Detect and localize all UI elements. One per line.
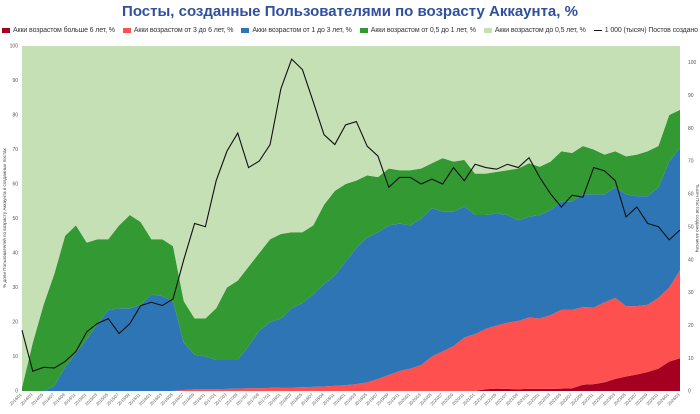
y-tick-label: 50 bbox=[12, 216, 18, 222]
legend-item-under05: Акки возрастом до 0,5 лет, % bbox=[483, 26, 586, 35]
legend-label: Акки возрастом от 0,5 до 1 лет, % bbox=[370, 27, 476, 34]
y2-tick-label: 70 bbox=[688, 159, 694, 165]
area-6plus-years bbox=[22, 358, 680, 391]
legend-item-05to1: Акки возрастом от 0,5 до 1 лет, % bbox=[359, 26, 476, 35]
legend-item-3to6: Акки возрастом от 3 до 6 лет, % bbox=[122, 26, 234, 35]
y-tick-label: 80 bbox=[12, 113, 18, 119]
stacked-areas bbox=[22, 46, 680, 391]
legend-item-posts: 1 000 (тысяч) Постов создано bbox=[593, 26, 698, 35]
y-tick-label: 60 bbox=[12, 182, 18, 188]
x-tick-label: 2024/03 bbox=[666, 392, 681, 407]
legend-label: Акки возрастом от 1 до 3 лет, % bbox=[252, 27, 352, 34]
area-1to3-years bbox=[22, 147, 680, 391]
y-tick-label: 40 bbox=[12, 251, 18, 257]
posts-line bbox=[21, 58, 681, 373]
legend-swatch bbox=[483, 28, 492, 33]
y2-tick-label: 40 bbox=[688, 257, 694, 263]
legend-swatch bbox=[2, 28, 10, 33]
posts-line-layer bbox=[21, 58, 681, 373]
y2-axis-label: Тысяч Постов создано за месяц bbox=[695, 184, 700, 253]
legend-swatch bbox=[359, 28, 368, 33]
y-tick-label: 100 bbox=[10, 44, 19, 50]
legend-swatch bbox=[122, 28, 131, 33]
y-tick-label: 70 bbox=[12, 147, 18, 153]
y2-tick-label: 20 bbox=[688, 323, 694, 329]
y-tick-label: 30 bbox=[12, 285, 18, 291]
legend-item-1to3: Акки возрастом от 1 до 3 лет, % bbox=[241, 26, 352, 35]
y-axis-label: % доли Пользователей по возрасту Аккаунт… bbox=[1, 147, 7, 287]
chart-title: Посты, созданные Пользователями по возра… bbox=[122, 3, 578, 20]
legend-item-6plus: Акки возрастом больше 6 лет, % bbox=[2, 26, 115, 35]
y2-tick-label: 100 bbox=[688, 60, 697, 66]
y2-tick-label: 30 bbox=[688, 290, 694, 296]
area-under05-years bbox=[22, 46, 680, 388]
legend-label: Акки возрастом до 0,5 лет, % bbox=[494, 27, 586, 34]
y2-tick-label: 60 bbox=[688, 192, 694, 198]
y2-tick-label: 50 bbox=[688, 224, 694, 230]
legend-label: Акки возрастом больше 6 лет, % bbox=[13, 27, 115, 34]
y-tick-label: 10 bbox=[12, 354, 18, 360]
area-3to6-years bbox=[22, 270, 680, 391]
area-05to1-years bbox=[22, 109, 680, 391]
y2-tick-label: 90 bbox=[688, 93, 694, 99]
y-tick-label: 20 bbox=[12, 320, 18, 326]
legend-line bbox=[593, 29, 602, 32]
legend-label: Акки возрастом от 3 до 6 лет, % bbox=[133, 27, 234, 34]
legend-label: 1 000 (тысяч) Постов создано bbox=[604, 27, 698, 34]
y-tick-label: 90 bbox=[12, 78, 18, 84]
y-tick-label: 0 bbox=[15, 389, 18, 395]
y2-tick-label: 0 bbox=[688, 389, 691, 395]
legend-swatch bbox=[241, 28, 250, 33]
y2-tick-label: 10 bbox=[688, 356, 694, 362]
y2-tick-label: 80 bbox=[688, 126, 694, 132]
legend: Акки возрастом больше 6 лет, % Акки возр… bbox=[2, 26, 698, 35]
